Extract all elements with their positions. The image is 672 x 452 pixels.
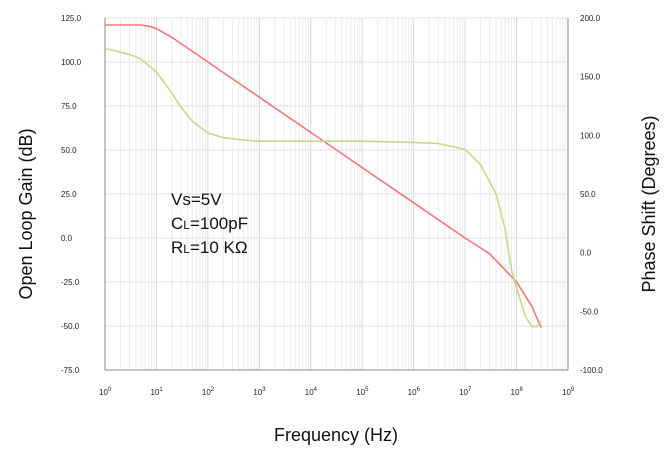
x-tick-exponent: 0 (108, 387, 112, 393)
y-left-tick-label: 75.0 (61, 102, 77, 111)
annotation-block: Vs=5V CL=100pF RL=10 KΩ (171, 190, 248, 257)
y-right-tick-label: 200.0 (580, 14, 601, 23)
annotation-rest: =10 KΩ (190, 238, 248, 257)
gain-curve (105, 24, 542, 329)
y-left-tick-label: -50.0 (61, 322, 80, 331)
y-left-tick-label: -25.0 (61, 278, 80, 287)
x-axis-ticks: 100 101 102 103 104 105 106 107 108 109 (99, 387, 575, 397)
x-tick-exponent: 2 (211, 387, 215, 393)
x-tick-exponent: 8 (519, 387, 523, 393)
annotation-line: Vs=5V (171, 190, 222, 209)
y-left-tick-label: 50.0 (61, 146, 77, 155)
axes (104, 18, 569, 371)
y-axis-left-title: Open Loop Gain (dB) (16, 128, 36, 299)
grid (104, 17, 568, 371)
x-tick-label: 104 (305, 387, 318, 397)
x-axis-title: Frequency (Hz) (274, 425, 398, 445)
y-right-tick-label: -50.0 (580, 307, 599, 316)
annotation-subscript: L (183, 242, 190, 256)
x-tick-base: 10 (562, 388, 571, 397)
x-tick-exponent: 4 (314, 387, 318, 393)
y-right-tick-label: 50.0 (580, 190, 596, 199)
y-left-tick-label: -75.0 (61, 366, 80, 375)
annotation-main: Vs=5V (171, 190, 222, 209)
x-tick-base: 10 (202, 388, 211, 397)
x-tick-base: 10 (459, 388, 468, 397)
y-left-tick-label: 125.0 (61, 14, 82, 23)
x-tick-exponent: 1 (159, 387, 163, 393)
y-right-tick-label: -100.0 (580, 366, 603, 375)
x-tick-label: 106 (408, 387, 421, 397)
x-tick-label: 108 (511, 387, 524, 397)
x-tick-exponent: 9 (571, 387, 575, 393)
series-lines (104, 24, 542, 329)
x-tick-exponent: 6 (417, 387, 421, 393)
y-right-tick-label: 100.0 (580, 131, 601, 140)
annotation-main: R (171, 238, 183, 257)
y-left-tick-label: 0.0 (61, 234, 73, 243)
x-tick-base: 10 (253, 388, 262, 397)
annotation-rest: =100pF (190, 214, 248, 233)
x-tick-base: 10 (99, 388, 108, 397)
y-left-tick-label: 100.0 (61, 58, 82, 67)
right-axis-ticks: 200.0 150.0 100.0 50.0 0.0 -50.0 -100.0 (580, 14, 603, 375)
y-right-tick-label: 150.0 (580, 73, 601, 82)
y-axis-right-title: Phase Shift (Degrees) (639, 115, 659, 292)
x-tick-label: 101 (150, 387, 163, 397)
x-tick-label: 100 (99, 387, 112, 397)
x-tick-base: 10 (511, 388, 520, 397)
x-tick-label: 109 (562, 387, 575, 397)
y-left-tick-label: 25.0 (61, 190, 77, 199)
y-right-tick-label: 0.0 (580, 249, 592, 258)
x-tick-label: 103 (253, 387, 266, 397)
x-tick-base: 10 (150, 388, 159, 397)
x-tick-label: 107 (459, 387, 472, 397)
x-tick-base: 10 (305, 388, 314, 397)
x-tick-exponent: 7 (468, 387, 472, 393)
annotation-line: RL=10 KΩ (171, 238, 248, 257)
annotation-line: CL=100pF (171, 214, 248, 233)
left-axis-ticks: 125.0 100.0 75.0 50.0 25.0 0.0 -25.0 -50.0 -75.0 (61, 14, 82, 375)
phase-curve (104, 47, 542, 328)
x-tick-exponent: 5 (365, 387, 369, 393)
x-tick-exponent: 3 (262, 387, 266, 393)
annotation-main: C (171, 214, 183, 233)
x-tick-label: 105 (356, 387, 369, 397)
x-tick-base: 10 (356, 388, 365, 397)
x-tick-base: 10 (408, 388, 417, 397)
x-tick-label: 102 (202, 387, 215, 397)
annotation-subscript: L (183, 218, 190, 232)
